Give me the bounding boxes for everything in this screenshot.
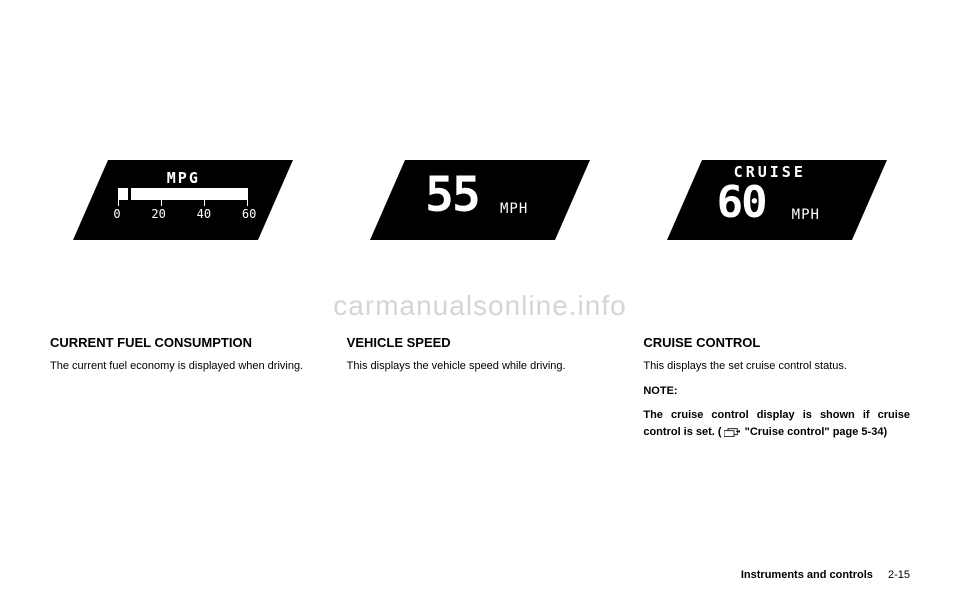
- mpg-scale-3: 60: [242, 207, 256, 221]
- fuel-body: The current fuel economy is displayed wh…: [50, 358, 317, 375]
- mpg-scale-2: 40: [197, 207, 211, 221]
- cruise-body1: This displays the set cruise control sta…: [643, 358, 910, 375]
- cruise-display: CRUISE 60 MPH: [662, 155, 892, 245]
- cruise-heading: CRUISE CONTROL: [643, 335, 910, 350]
- cruise-value: 60: [717, 177, 766, 228]
- page-footer: Instruments and controls 2-15: [741, 569, 910, 581]
- cruise-unit: MPH: [792, 207, 820, 223]
- mpg-bar-background: [118, 188, 248, 200]
- mpg-scale: 0 20 40 60: [113, 207, 256, 221]
- mpg-display: MPG 0 20 40 60: [68, 155, 298, 245]
- speed-unit: MPH: [500, 201, 528, 217]
- mpg-scale-0: 0: [113, 207, 120, 221]
- cruise-note-label: NOTE:: [643, 383, 910, 400]
- speed-display-wrap: 55 MPH: [347, 140, 614, 260]
- speed-body: This displays the vehicle speed while dr…: [347, 358, 614, 375]
- column-speed: 55 MPH VEHICLE SPEED This displays the v…: [347, 140, 614, 448]
- mpg-ticks: [118, 200, 248, 206]
- cruise-display-wrap: CRUISE 60 MPH: [643, 140, 910, 260]
- cruise-note-post: "Cruise control" page 5-34): [742, 426, 888, 438]
- column-fuel: MPG 0 20 40 60 CURRENT FUEL CONSUMPTION …: [50, 140, 317, 448]
- speed-heading: VEHICLE SPEED: [347, 335, 614, 350]
- content-columns: MPG 0 20 40 60 CURRENT FUEL CONSUMPTION …: [50, 140, 910, 448]
- cruise-note-body: The cruise control display is shown if c…: [643, 407, 910, 440]
- column-cruise: CRUISE 60 MPH CRUISE CONTROL This displa…: [643, 140, 910, 448]
- speed-value: 55: [425, 167, 479, 223]
- mpg-scale-1: 20: [151, 207, 165, 221]
- fuel-display-wrap: MPG 0 20 40 60: [50, 140, 317, 260]
- reference-icon: [724, 427, 740, 437]
- footer-section: Instruments and controls: [741, 569, 873, 581]
- speed-parallelogram: [370, 160, 590, 240]
- speed-display: 55 MPH: [365, 155, 595, 245]
- mpg-bar-marker: [128, 188, 131, 200]
- mpg-label: MPG: [167, 169, 200, 187]
- footer-page: 2-15: [888, 569, 910, 581]
- fuel-heading: CURRENT FUEL CONSUMPTION: [50, 335, 317, 350]
